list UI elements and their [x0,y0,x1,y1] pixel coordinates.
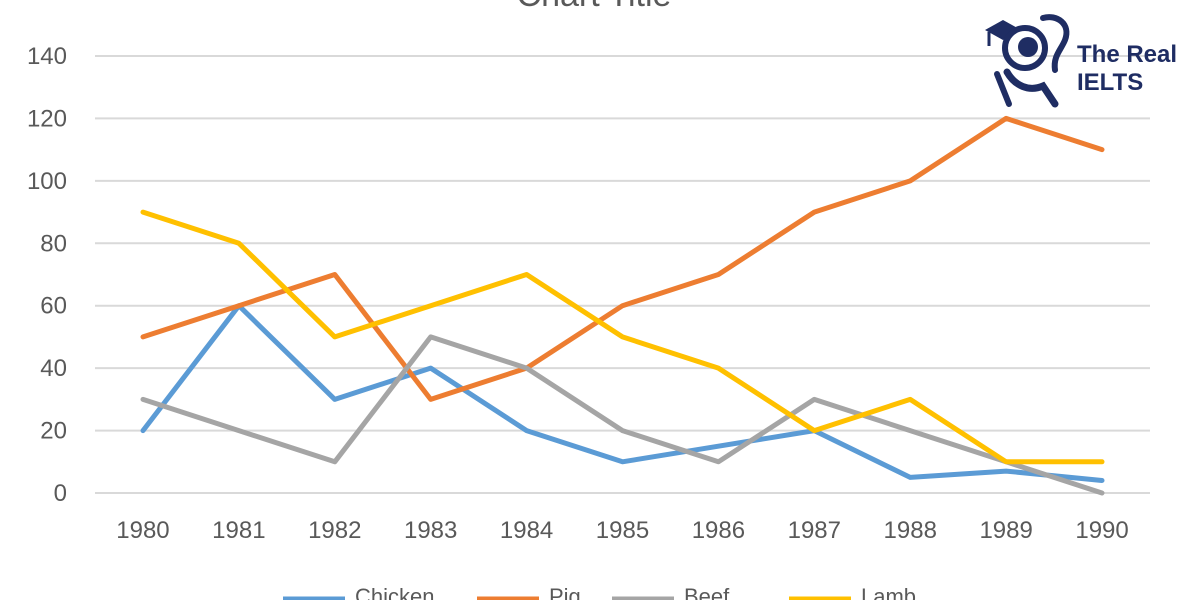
legend: Chicken Pig Beef Lamb [283,584,916,600]
legend-label-pig: Pig [549,584,581,600]
logo-text-line2: IELTS [1077,69,1143,96]
gridlines [95,55,1150,494]
x-tick-label: 1980 [116,517,169,544]
legend-label-beef: Beef [684,584,730,600]
x-tick-label: 1989 [979,517,1032,544]
y-tick-label: 60 [40,293,67,320]
x-tick-label: 1982 [308,517,361,544]
graduate-reading-icon [985,14,1070,108]
series-line-lamb [140,209,1105,465]
y-tick-label: 20 [40,418,67,445]
y-tick-label: 80 [40,230,67,257]
y-axis-tick-labels: 0 20 40 60 80 100 120 140 [27,43,67,507]
y-tick-label: 0 [54,480,67,507]
x-tick-label: 1984 [500,517,553,544]
y-tick-label: 140 [27,43,67,70]
series-lines [140,115,1105,496]
x-tick-label: 1988 [884,517,937,544]
x-tick-label: 1985 [596,517,649,544]
logo-text-line1: The Real [1077,41,1177,68]
series-line-beef [140,334,1105,496]
x-axis-tick-labels: 1980 1981 1982 1983 1984 1985 1986 1987 1988 1989… [116,517,1128,544]
logo: The Real IELTS [985,14,1177,108]
x-tick-label: 1986 [692,517,745,544]
legend-label-chicken: Chicken [355,584,434,600]
x-tick-label: 1987 [788,517,841,544]
y-tick-label: 120 [27,105,67,132]
chart-title: Chart Title [517,0,672,14]
x-tick-label: 1981 [212,517,265,544]
y-tick-label: 40 [40,355,67,382]
series-line-pig [140,115,1105,402]
y-tick-label: 100 [27,168,67,195]
series-line-chicken [140,303,1105,483]
x-tick-label: 1983 [404,517,457,544]
legend-label-lamb: Lamb [861,584,916,600]
x-tick-label: 1990 [1075,517,1128,544]
